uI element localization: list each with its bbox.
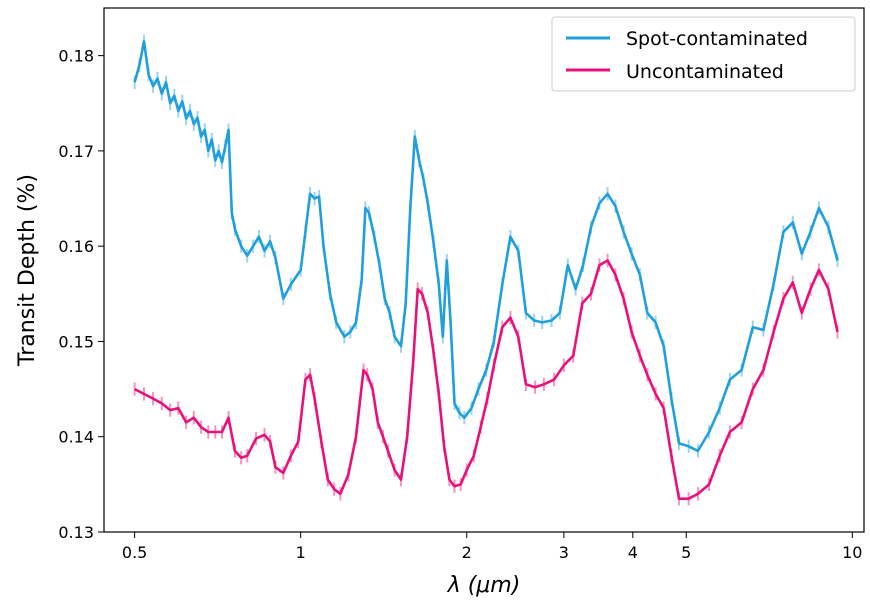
y-axis-label: Transit Depth (%) xyxy=(15,174,40,367)
legend-label-spot-contaminated: Spot-contaminated xyxy=(626,28,808,50)
y-tick-label: 0.14 xyxy=(58,428,94,447)
x-axis-label: λ (μm) xyxy=(447,573,521,598)
axis-layer: 0.5 1 2 3 4 5 10 0.13 0.14 0.15 0.16 0.17 0.18 xyxy=(58,47,862,562)
y-tick-label: 0.15 xyxy=(58,332,94,351)
y-tick-label: 0.13 xyxy=(58,523,94,542)
y-tick-label: 0.16 xyxy=(58,237,94,256)
series-line-spot-contaminated xyxy=(133,39,839,453)
x-tick-label: 2 xyxy=(462,543,472,562)
y-tick-label: 0.17 xyxy=(58,142,94,161)
series-layer xyxy=(133,34,839,506)
series-line-uncontaminated xyxy=(134,259,839,501)
plot-frame xyxy=(103,7,865,533)
y-tick-label: 0.18 xyxy=(58,47,94,66)
x-tick-label: 10 xyxy=(842,543,862,562)
x-tick-label: 3 xyxy=(559,543,569,562)
legend-label-uncontaminated: Uncontaminated xyxy=(626,61,784,83)
x-tick-label: 1 xyxy=(296,543,306,562)
x-tick-label: 5 xyxy=(681,543,691,562)
x-tick-label: 0.5 xyxy=(122,543,147,562)
series-uncontaminated xyxy=(133,253,839,506)
legend-box xyxy=(551,16,856,92)
x-tick-label: 4 xyxy=(628,543,638,562)
series-spot-contaminated xyxy=(133,34,839,458)
legend: Spot-contaminated Uncontaminated xyxy=(551,16,856,92)
